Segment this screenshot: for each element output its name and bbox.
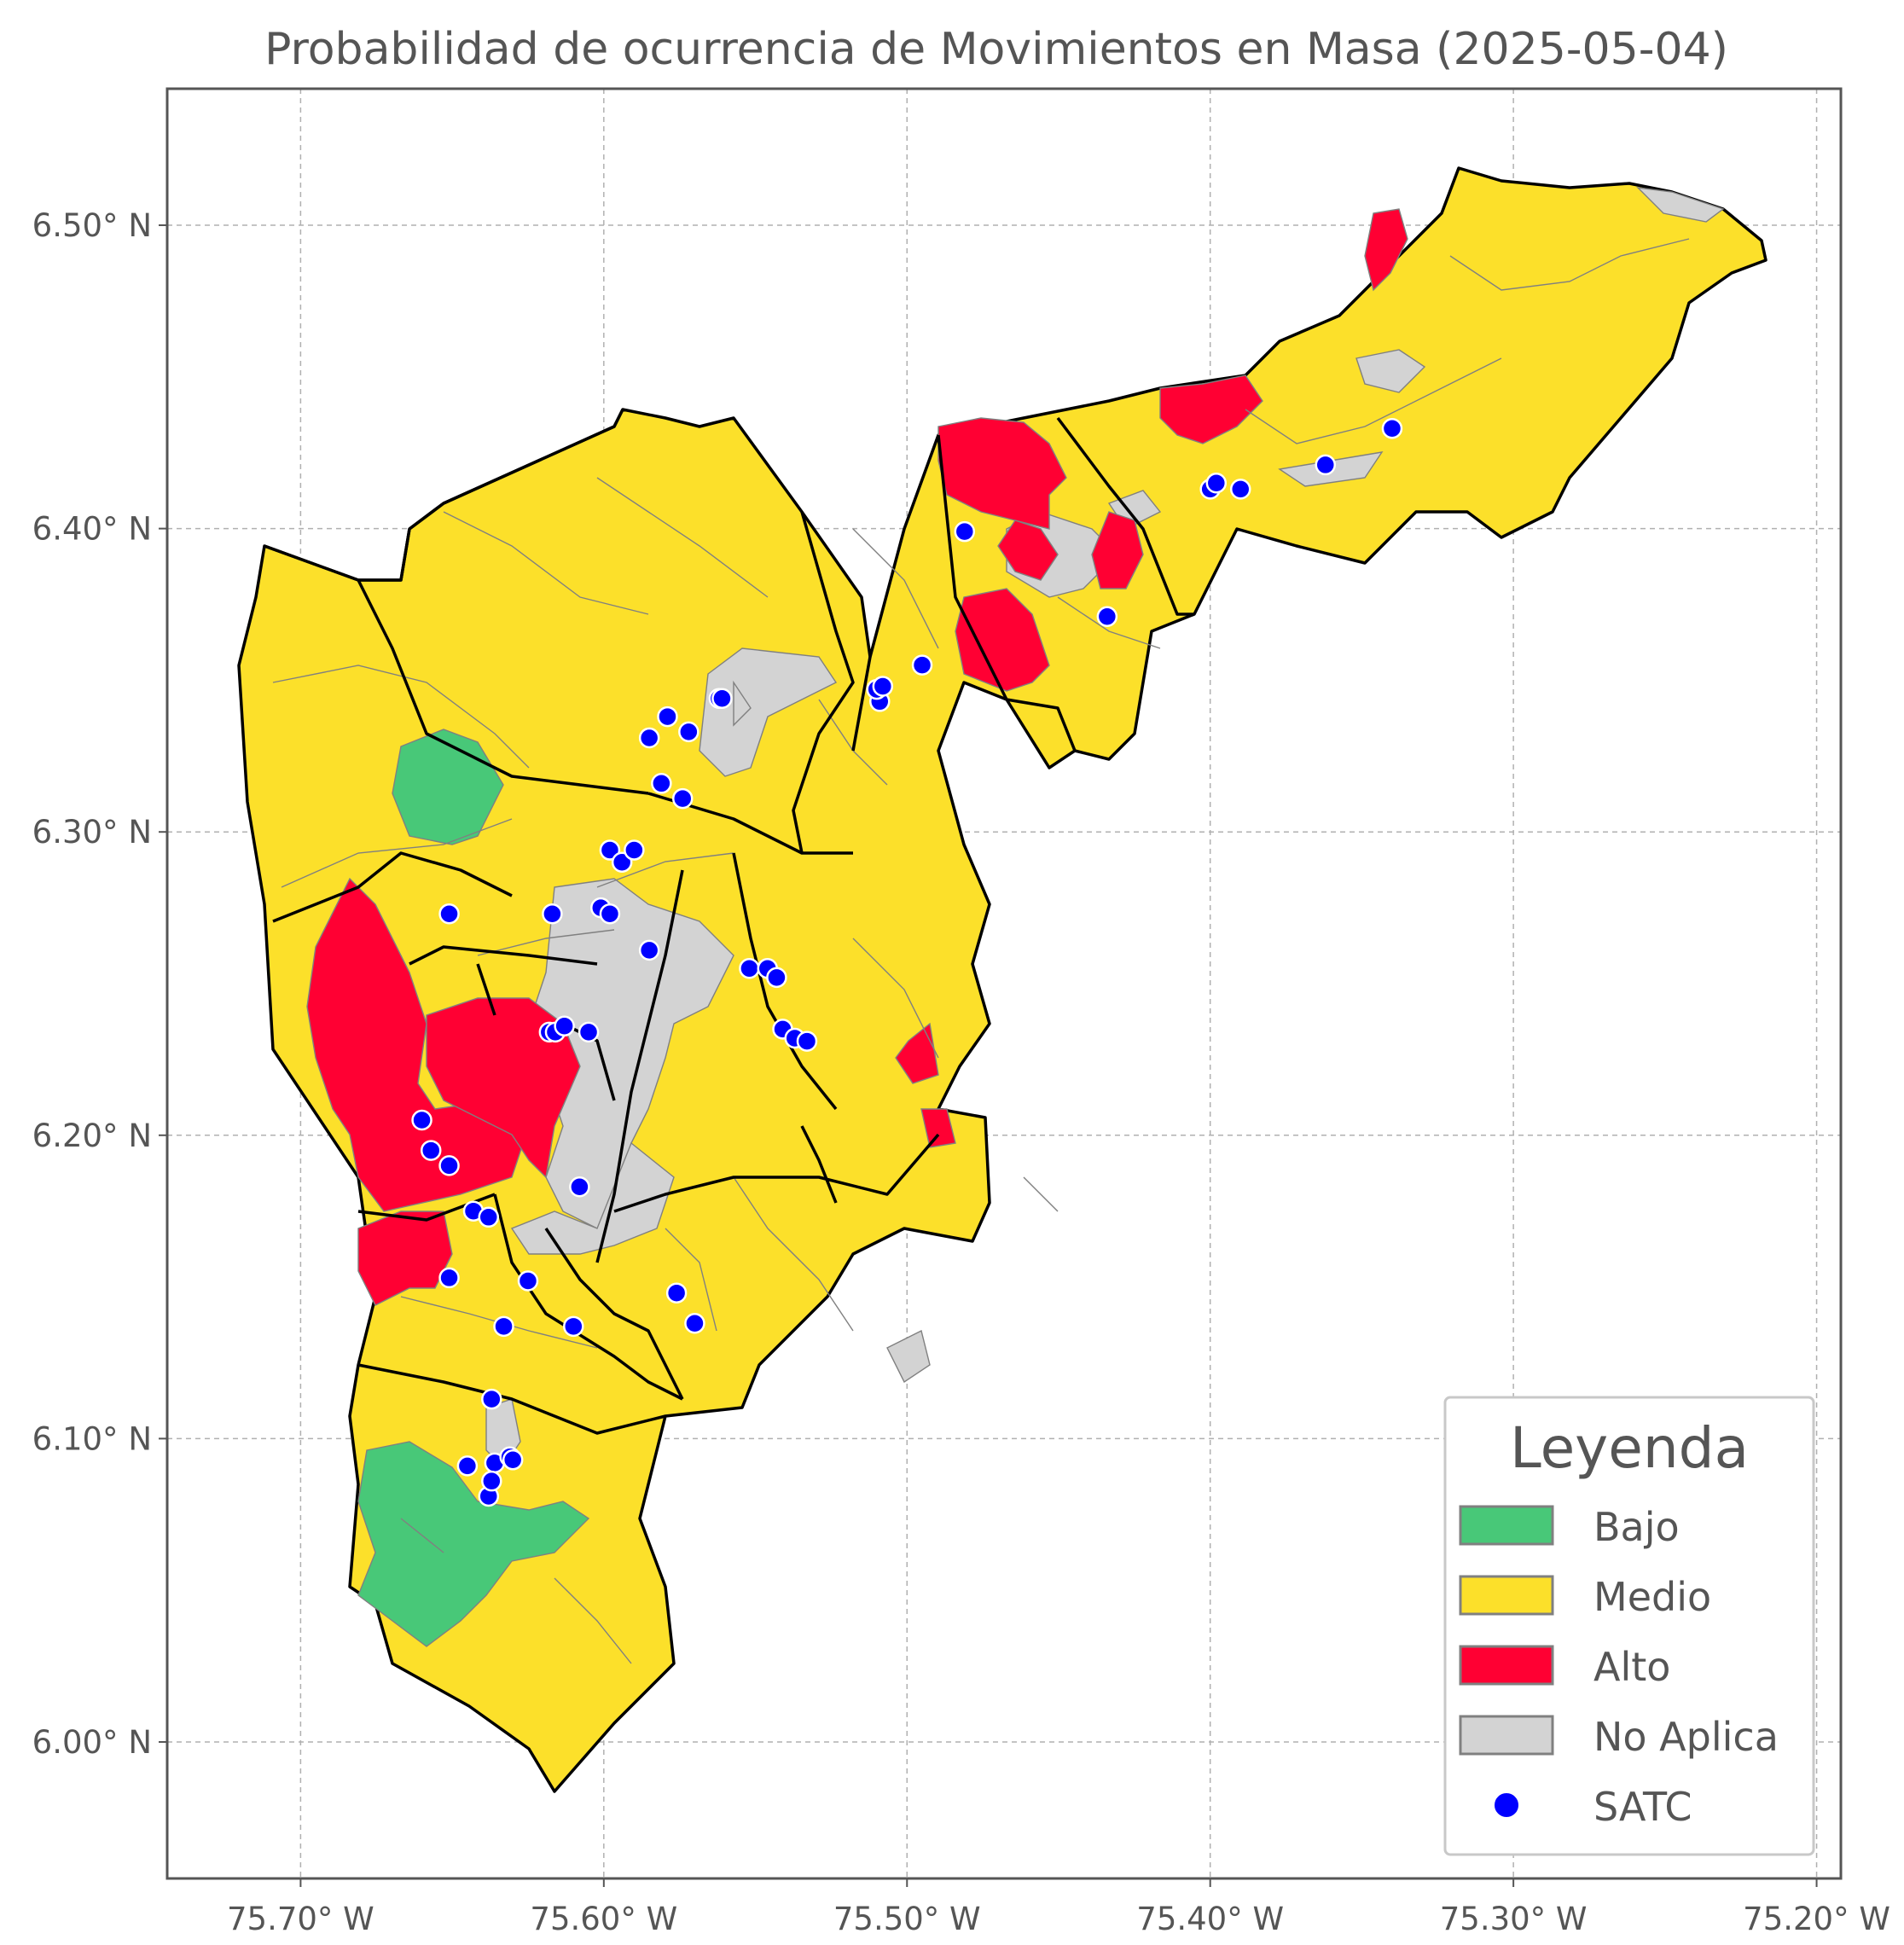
satc-point <box>1229 479 1251 500</box>
satc-point <box>502 1449 524 1471</box>
legend-swatch-no-aplica <box>1459 1715 1554 1756</box>
region-layer <box>237 166 1768 1793</box>
x-tick-label: 75.50° W <box>833 1901 981 1937</box>
x-tick-label: 75.30° W <box>1440 1901 1588 1937</box>
legend-label: Bajo <box>1593 1504 1680 1550</box>
satc-point <box>954 520 976 543</box>
satc-point <box>481 1388 502 1410</box>
satc-point <box>1315 454 1337 476</box>
satc-point <box>478 1206 500 1228</box>
x-tick-label: 75.60° W <box>530 1901 677 1937</box>
satc-point <box>1205 473 1228 494</box>
axes-frame <box>165 87 1843 1880</box>
satc-point <box>554 1015 575 1037</box>
satc-point <box>493 1315 514 1338</box>
satc-point <box>438 1155 460 1176</box>
satc-point <box>1096 606 1118 627</box>
legend: Leyenda Bajo Medio Alto No Aplica SATC <box>1443 1396 1815 1856</box>
satc-point <box>599 839 621 861</box>
region-alto <box>306 208 1408 1306</box>
legend-label: Alto <box>1593 1644 1670 1690</box>
legend-swatch-medio <box>1459 1575 1554 1616</box>
satc-point <box>872 676 894 697</box>
satc-point <box>657 705 678 728</box>
satc-point <box>739 957 760 979</box>
legend-marker-satc <box>1493 1791 1520 1819</box>
satc-point <box>578 1021 600 1043</box>
x-tick-label: 75.70° W <box>227 1901 374 1937</box>
satc-point <box>711 688 733 709</box>
satc-point <box>638 727 660 749</box>
legend-title: Leyenda <box>1510 1415 1749 1481</box>
region-medio-area <box>237 166 1768 1793</box>
x-tick-label: 75.40° W <box>1136 1901 1284 1937</box>
satc-point <box>517 1270 539 1292</box>
x-axis-ticks: 75.70° W 75.60° W 75.50° W 75.40° W 75.30° W… <box>227 1878 1890 1937</box>
y-axis-ticks: 6.00° N 6.10° N 6.20° N 6.30° N 6.40° N 6.50°… <box>32 207 167 1761</box>
satc-point <box>638 939 660 961</box>
satc-point <box>456 1455 479 1477</box>
municipal-boundaries <box>264 409 1194 1435</box>
satc-point <box>481 1470 502 1492</box>
y-tick-label: 6.30° N <box>32 814 152 851</box>
satc-point <box>411 1109 432 1131</box>
satc-point <box>624 839 645 861</box>
legend-label: Medio <box>1593 1574 1711 1620</box>
satc-point <box>420 1140 442 1161</box>
legend-label: SATC <box>1593 1784 1692 1830</box>
satc-point <box>438 903 460 925</box>
satc-point <box>438 1267 460 1289</box>
satc-point <box>542 903 563 925</box>
satc-point <box>911 654 933 676</box>
legend-swatch-alto <box>1459 1645 1554 1686</box>
y-tick-label: 6.40° N <box>32 511 152 548</box>
satc-point <box>678 721 699 743</box>
legend-label: No Aplica <box>1593 1714 1779 1760</box>
satc-point <box>766 967 787 989</box>
x-tick-label: 75.20° W <box>1743 1901 1890 1937</box>
legend-swatch-bajo <box>1459 1505 1554 1546</box>
satc-point <box>796 1031 818 1052</box>
satc-point <box>599 903 621 925</box>
y-tick-label: 6.10° N <box>32 1420 152 1457</box>
satc-point <box>569 1176 590 1198</box>
satc-point <box>651 773 672 794</box>
satc-point <box>684 1313 705 1334</box>
satc-point <box>611 851 633 874</box>
chart-title: Probabilidad de ocurrencia de Movimiento… <box>264 24 1728 75</box>
satc-point <box>665 1282 688 1303</box>
y-tick-label: 6.00° N <box>32 1724 152 1761</box>
satc-point <box>1381 418 1403 439</box>
y-tick-label: 6.50° N <box>32 207 152 244</box>
legend-items: Bajo Medio Alto No Aplica SATC <box>1459 1504 1779 1830</box>
satc-point <box>563 1315 584 1338</box>
y-tick-label: 6.20° N <box>32 1118 152 1154</box>
satc-point <box>671 787 694 810</box>
satc-points <box>411 418 1403 1507</box>
